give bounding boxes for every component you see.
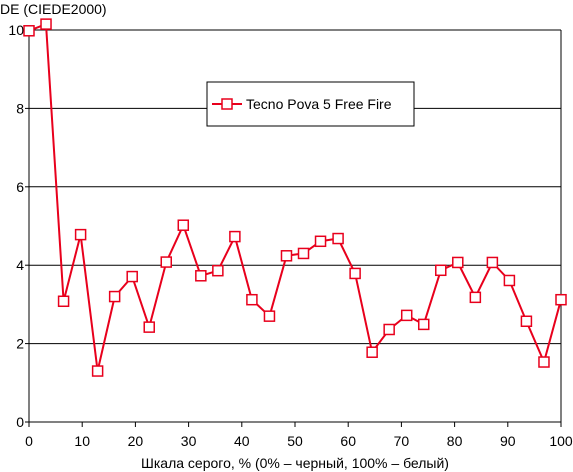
x-tick-label-0: 0 (25, 433, 33, 449)
x-tick-label-20: 20 (128, 433, 144, 449)
x-axis-title: Шкала серого, % (0% – черный, 100% – бел… (141, 455, 449, 471)
data-point-14 (263, 310, 276, 322)
data-point-30 (538, 356, 550, 368)
y-tick-label-2: 2 (16, 336, 24, 352)
y-tick-label-8: 8 (16, 100, 24, 116)
y-axis-title: DE (CIEDE2000) (0, 1, 107, 17)
data-point-0 (23, 25, 35, 37)
x-tick-label-80: 80 (447, 433, 463, 449)
x-tick-label-70: 70 (394, 433, 410, 449)
legend-label: Tecno Pova 5 Free Fire (246, 96, 392, 112)
y-tick-label-10: 10 (8, 22, 24, 38)
legend-marker-swatch (221, 98, 233, 110)
data-point-25 (452, 256, 464, 269)
data-point-27 (486, 256, 499, 269)
y-tick-label-6: 6 (16, 179, 24, 195)
data-point-4 (91, 365, 104, 377)
data-point-24 (435, 264, 447, 277)
data-point-18 (332, 232, 344, 245)
series-layer (23, 18, 567, 377)
data-point-13 (246, 293, 258, 306)
x-tick-label-40: 40 (234, 433, 250, 449)
data-point-12 (229, 230, 241, 243)
data-point-17 (314, 235, 327, 248)
x-tick-label-10: 10 (74, 433, 90, 449)
x-tick-label-60: 60 (340, 433, 356, 449)
data-point-29 (520, 315, 533, 328)
data-point-1 (40, 18, 52, 30)
data-point-28 (503, 274, 516, 287)
x-tick-label-50: 50 (287, 433, 303, 449)
data-point-10 (195, 270, 207, 282)
data-point-2 (57, 295, 70, 308)
data-point-8 (160, 256, 173, 268)
data-point-15 (280, 250, 293, 262)
y-tick-label-0: 0 (16, 414, 24, 430)
data-point-16 (297, 247, 310, 260)
x-tick-label-30: 30 (181, 433, 197, 449)
data-point-20 (366, 346, 378, 358)
data-point-7 (143, 321, 155, 333)
data-point-5 (108, 290, 121, 303)
data-point-11 (212, 264, 224, 277)
data-point-31 (555, 293, 567, 306)
legend: Tecno Pova 5 Free Fire (206, 81, 415, 127)
data-point-23 (417, 318, 430, 331)
data-point-9 (177, 219, 190, 231)
y-tick-label-4: 4 (16, 257, 24, 273)
data-point-19 (349, 267, 361, 280)
data-point-21 (383, 323, 395, 336)
data-point-3 (74, 228, 87, 241)
x-tick-label-90: 90 (500, 433, 516, 449)
data-point-6 (126, 270, 138, 283)
axes (25, 29, 562, 427)
data-point-26 (469, 291, 482, 304)
x-tick-label-100: 100 (549, 433, 573, 449)
data-point-22 (400, 309, 413, 322)
